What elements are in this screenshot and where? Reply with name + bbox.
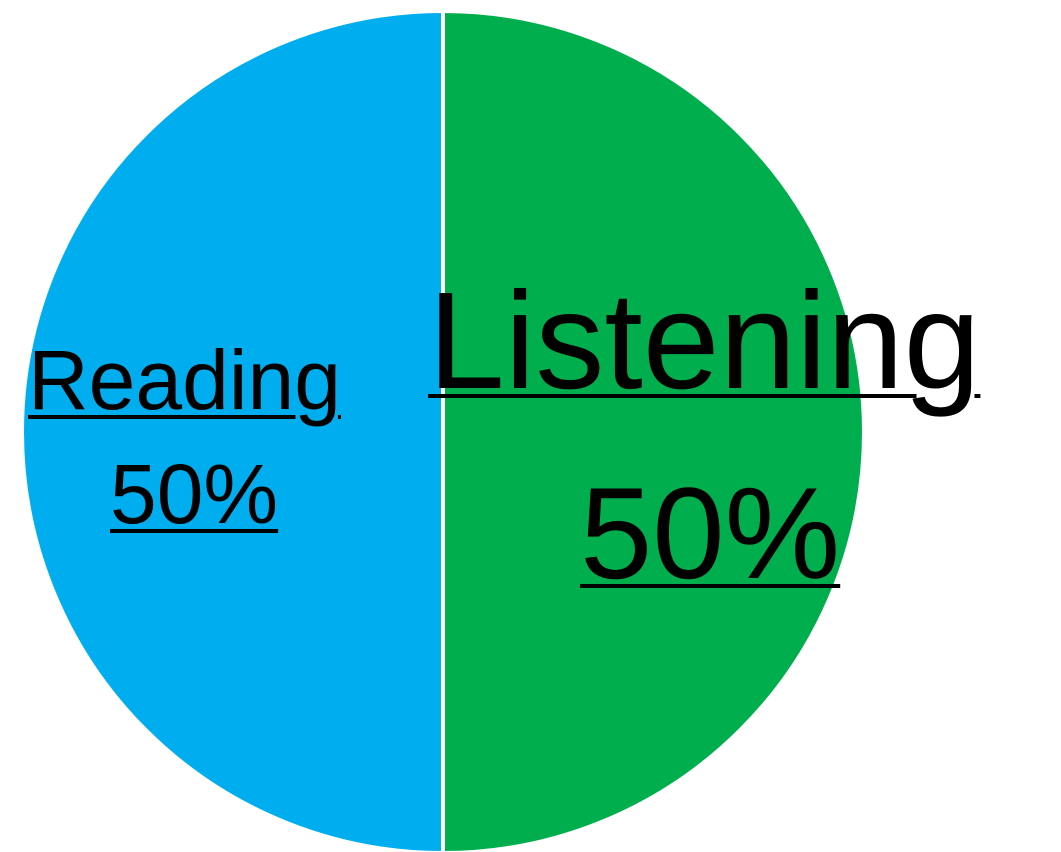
slice-value-listening: 50% [580,460,841,606]
pie-slice-reading [20,8,445,852]
slice-label-reading: Reading [28,333,341,427]
slice-value-reading: 50% [110,447,279,541]
pie-slice-listening [441,8,866,852]
pie-slices [20,8,866,852]
slice-label-listening: Listening [428,264,981,418]
